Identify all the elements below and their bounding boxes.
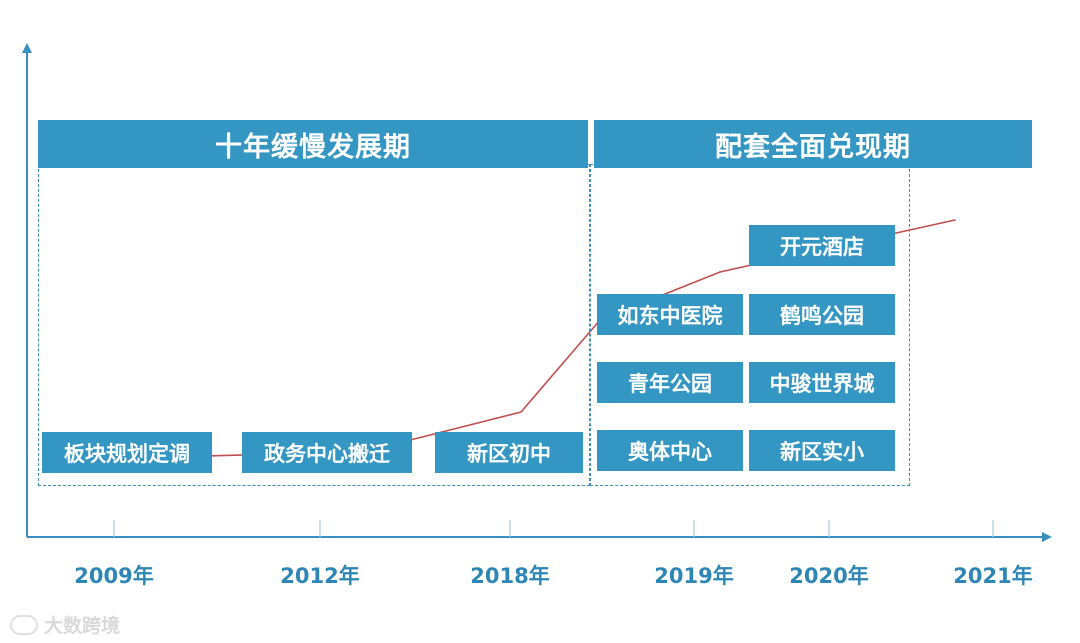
event-box: 鹤鸣公园 <box>749 294 895 335</box>
x-tick-label: 2018年 <box>470 564 550 588</box>
x-tick-label: 2009年 <box>74 564 154 588</box>
data-point <box>719 271 721 273</box>
event-box: 开元酒店 <box>749 225 895 266</box>
x-tick-label: 2019年 <box>654 564 734 588</box>
watermark-text: 大数跨境 <box>44 615 121 637</box>
event-box: 板块规划定调 <box>42 432 212 473</box>
cloud-logo-icon <box>10 614 38 635</box>
x-tick-label: 2020年 <box>789 564 869 588</box>
event-box: 中骏世界城 <box>749 362 895 403</box>
y-axis-arrow-icon <box>22 43 32 53</box>
data-point <box>954 219 956 221</box>
x-axis-ticks <box>113 520 994 537</box>
watermark: 大数跨境 <box>10 611 120 638</box>
event-box: 政务中心搬迁 <box>242 432 412 473</box>
x-tick-label: 2021年 <box>953 564 1033 588</box>
event-box: 新区初中 <box>435 432 583 473</box>
event-box: 奥体中心 <box>597 430 743 471</box>
event-box: 新区实小 <box>749 430 895 471</box>
phase-banner-slow-growth: 十年缓慢发展期 <box>38 120 588 168</box>
data-point <box>520 411 522 413</box>
event-box: 如东中医院 <box>597 294 743 335</box>
x-tick-label: 2012年 <box>280 564 360 588</box>
x-axis-arrow-icon <box>1042 532 1052 542</box>
chart-axes <box>22 43 1052 542</box>
phase-banner-delivery: 配套全面兑现期 <box>594 120 1032 168</box>
event-box: 青年公园 <box>597 362 743 403</box>
